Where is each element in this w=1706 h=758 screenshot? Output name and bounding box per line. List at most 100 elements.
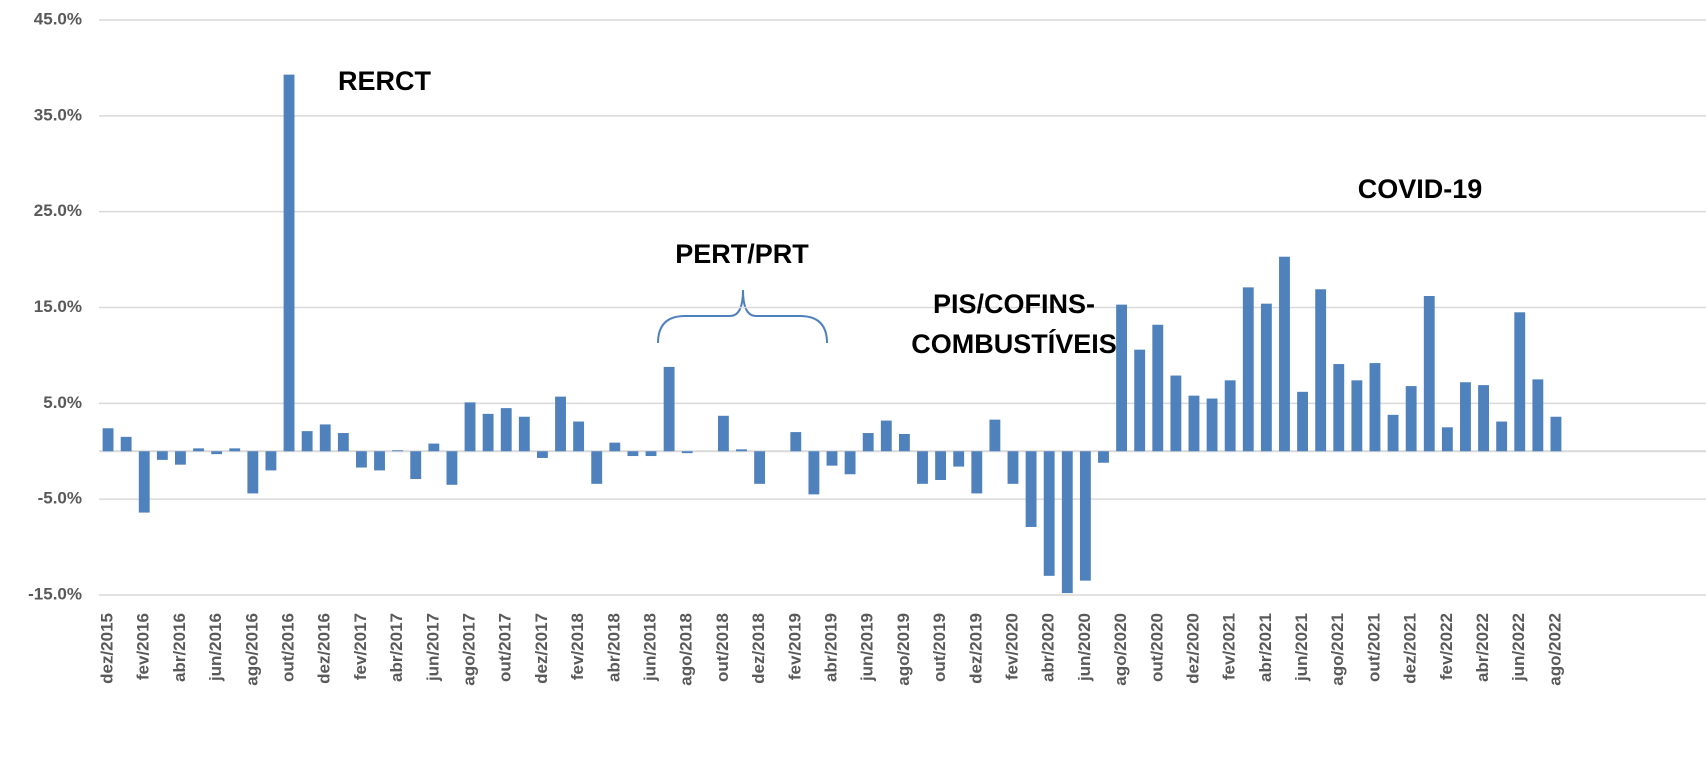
bar — [1315, 289, 1327, 452]
bar — [1441, 427, 1453, 452]
bar — [356, 451, 367, 468]
x-tick-label: fev/2017 — [351, 613, 370, 680]
bar — [1188, 395, 1200, 452]
x-tick-label: ago/2020 — [1111, 613, 1130, 686]
x-tick-label: ago/2019 — [894, 613, 913, 686]
x-tick-label: abr/2017 — [387, 613, 406, 682]
x-tick-label: fev/2016 — [134, 613, 153, 680]
x-tick-label: out/2017 — [496, 613, 515, 682]
x-tick-label: fev/2020 — [1002, 613, 1021, 680]
x-tick-label: abr/2018 — [604, 613, 623, 682]
bar — [609, 442, 621, 452]
x-tick-label: fev/2021 — [1220, 613, 1239, 680]
bar — [1532, 379, 1544, 452]
y-tick-label: 5.0% — [43, 393, 82, 412]
y-tick-label: 45.0% — [34, 9, 82, 28]
bar — [935, 451, 947, 480]
bar — [1496, 421, 1508, 452]
x-tick-label: fev/2018 — [568, 613, 587, 680]
bar — [1333, 364, 1345, 452]
bar — [1134, 349, 1146, 452]
bar — [1550, 416, 1562, 452]
x-tick-label: dez/2019 — [966, 613, 985, 684]
x-tick-label: ago/2022 — [1545, 613, 1564, 686]
x-tick-label: jun/2021 — [1292, 613, 1311, 682]
bar — [1224, 380, 1236, 452]
bar — [1514, 312, 1526, 452]
brace — [657, 289, 828, 344]
bar — [193, 448, 204, 452]
x-tick-label: dez/2018 — [749, 613, 768, 684]
x-tick-label: out/2016 — [279, 613, 298, 682]
bar — [1405, 386, 1417, 452]
bar — [1478, 385, 1489, 452]
y-tick-label: 35.0% — [34, 105, 82, 124]
bar — [1460, 382, 1471, 452]
x-tick-label: jun/2022 — [1509, 613, 1528, 682]
bar — [1206, 398, 1218, 452]
bar — [1025, 451, 1037, 527]
bar — [482, 413, 494, 452]
annotation: COVID-19 — [1358, 174, 1483, 204]
bar — [301, 431, 313, 452]
bar — [247, 451, 259, 494]
bar — [736, 449, 747, 452]
x-tick-label: jun/2019 — [858, 613, 877, 682]
x-tick-label: fev/2019 — [785, 613, 804, 680]
x-tick-label: fev/2022 — [1437, 613, 1456, 680]
bar — [808, 451, 820, 495]
bar — [555, 396, 566, 452]
x-tick-label: dez/2016 — [315, 613, 334, 684]
bar — [989, 419, 1001, 452]
annotation: COMBUSTÍVEIS — [911, 328, 1117, 359]
bar — [971, 451, 983, 494]
bar — [211, 451, 223, 455]
x-tick-label: ago/2018 — [677, 613, 696, 686]
bar — [175, 451, 186, 465]
bar — [428, 443, 440, 452]
bar — [265, 451, 277, 471]
bar — [790, 432, 802, 452]
bar — [754, 451, 766, 484]
x-tick-label: jun/2017 — [423, 613, 442, 682]
bar — [953, 451, 965, 467]
bar — [229, 448, 241, 452]
bar — [1007, 451, 1019, 484]
x-tick-label: jun/2018 — [640, 613, 659, 682]
bar — [1242, 287, 1254, 452]
y-tick-label: -15.0% — [28, 584, 82, 603]
bar — [826, 451, 838, 466]
bar — [1170, 375, 1182, 452]
y-tick-label: -5.0% — [38, 489, 82, 508]
bar — [591, 451, 603, 484]
bar — [1297, 391, 1308, 452]
bar — [573, 421, 585, 452]
bar — [464, 402, 476, 452]
bar — [138, 451, 150, 513]
x-tick-label: dez/2021 — [1401, 613, 1420, 684]
bar — [663, 366, 675, 452]
bar — [880, 420, 892, 452]
bar — [156, 451, 168, 460]
x-tick-label: dez/2017 — [532, 613, 551, 684]
x-tick-label: dez/2020 — [1183, 613, 1202, 684]
annotation: RERCT — [338, 66, 432, 96]
bar — [844, 451, 856, 475]
bar — [536, 451, 548, 458]
x-tick-label: out/2020 — [1147, 613, 1166, 682]
bar — [1387, 414, 1399, 452]
x-tick-label: ago/2017 — [460, 613, 479, 686]
bar — [717, 415, 729, 452]
bar — [1152, 324, 1164, 452]
bar — [1351, 380, 1363, 452]
bar — [1369, 363, 1381, 452]
annotation: PERT/PRT — [675, 239, 809, 269]
x-tick-label: out/2021 — [1364, 613, 1383, 682]
bar — [1098, 451, 1109, 463]
bar — [681, 451, 693, 454]
x-tick-label: dez/2015 — [98, 613, 117, 684]
bar — [1116, 304, 1128, 452]
bar — [518, 416, 530, 452]
x-tick-label: jun/2016 — [206, 613, 225, 682]
